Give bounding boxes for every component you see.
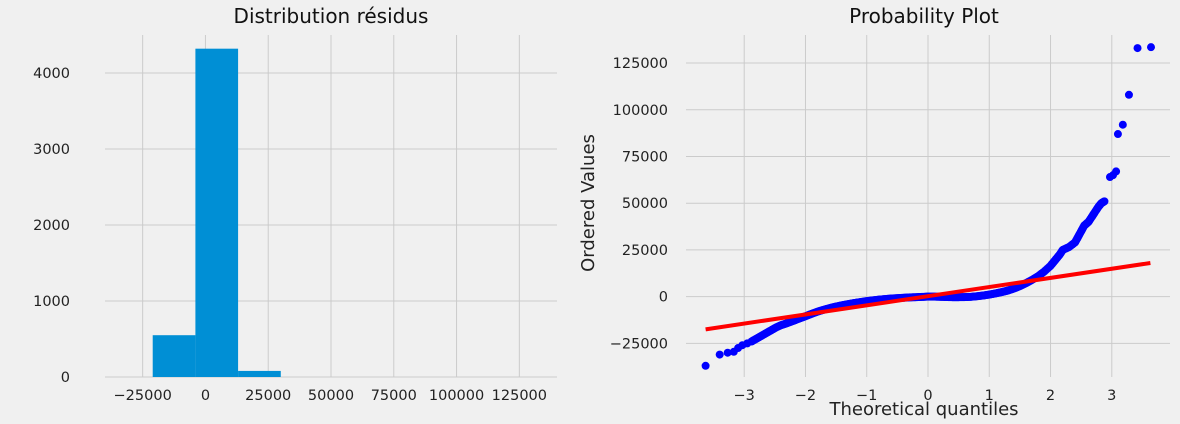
x-tick-label: 3 <box>1107 388 1116 404</box>
probability-plot-title: Probability Plot <box>849 4 999 28</box>
probability-plot-y-ticks: −25000 0 25000 50000 75000 100000 125000 <box>610 56 668 352</box>
histogram-bar <box>195 48 239 378</box>
x-tick-label: 75000 <box>371 388 417 404</box>
x-tick-label: −2 <box>795 388 816 404</box>
y-tick-label: 75000 <box>622 149 668 165</box>
x-tick-label: 0 <box>201 388 210 404</box>
y-tick-label: 0 <box>61 370 70 386</box>
histogram-bar <box>238 370 281 377</box>
data-point <box>1133 44 1142 53</box>
x-tick-label: 125000 <box>492 388 547 404</box>
x-tick-label: −3 <box>734 388 755 404</box>
data-point <box>701 361 710 370</box>
data-point <box>723 348 732 357</box>
probability-plot-fit-line <box>705 261 1151 332</box>
y-tick-label: 2000 <box>33 218 70 234</box>
y-tick-label: 25000 <box>622 243 668 259</box>
probability-plot-x-ticks: −3 −2 −1 0 1 2 3 <box>734 388 1117 404</box>
y-tick-label: 100000 <box>613 103 668 119</box>
data-point <box>1147 43 1156 52</box>
histogram-title: Distribution résidus <box>234 4 429 28</box>
x-tick-label: −1 <box>856 388 877 404</box>
y-tick-label: 125000 <box>613 56 668 72</box>
histogram-axes: −25000 0 25000 50000 75000 100000 125000 0 1000… <box>33 4 557 404</box>
x-tick-label: 100000 <box>429 388 484 404</box>
y-tick-label: 50000 <box>622 196 668 212</box>
probability-plot-axes: −3 −2 −1 0 1 2 3 −25000 0 25000 50000 75000 100000 1… <box>578 4 1170 420</box>
x-tick-label: 25000 <box>245 388 291 404</box>
histogram-bars <box>152 48 281 378</box>
histogram-x-ticks: −25000 0 25000 50000 75000 100000 125000 <box>114 388 547 404</box>
x-tick-label: 0 <box>923 388 932 404</box>
probability-plot-y-label: Ordered Values <box>578 134 599 272</box>
histogram-bar <box>152 335 196 377</box>
x-tick-label: 1 <box>985 388 994 404</box>
data-point <box>1112 167 1121 176</box>
x-tick-label: 50000 <box>308 388 354 404</box>
probability-plot-x-label: Theoretical quantiles <box>828 399 1018 420</box>
y-tick-label: −25000 <box>610 336 668 352</box>
y-tick-label: 3000 <box>33 142 70 158</box>
x-tick-label: −25000 <box>114 388 172 404</box>
data-point <box>1124 90 1133 99</box>
data-point <box>715 350 724 359</box>
y-tick-label: 4000 <box>33 66 70 82</box>
y-tick-label: 1000 <box>33 294 70 310</box>
x-tick-label: 2 <box>1046 388 1055 404</box>
data-point <box>1113 130 1122 139</box>
fit-line <box>705 261 1151 332</box>
histogram-y-ticks: 0 1000 2000 3000 4000 <box>33 66 70 386</box>
y-tick-label: 0 <box>659 290 668 306</box>
data-point <box>1118 120 1127 129</box>
data-point <box>1100 197 1109 206</box>
